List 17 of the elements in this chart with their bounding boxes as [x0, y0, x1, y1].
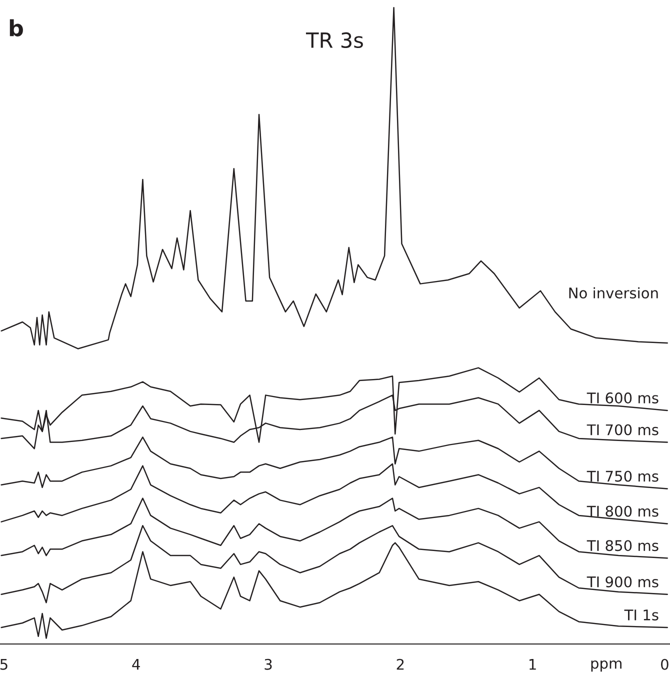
text: TR 3s — [306, 32, 363, 48]
x-tick-label: 3 — [264, 658, 272, 670]
x-axis-title: ppm — [591, 660, 622, 672]
series-label: TI 800 ms — [586, 506, 658, 517]
x-tick-label: 4 — [132, 659, 140, 670]
x-tick-label: 1 — [530, 659, 536, 670]
series-label: TI 900 ms — [586, 576, 658, 588]
series-label: TI 850 ms — [586, 540, 658, 552]
x-tick-label: 2 — [396, 658, 404, 670]
series-label: TI 600 ms — [586, 392, 658, 404]
x-tick-label: 5 — [0, 659, 8, 670]
series-label: No inversion — [569, 287, 658, 299]
series-label: TI 700 ms — [586, 424, 658, 436]
series-label: TI 1s — [624, 610, 658, 620]
x-tick-label: 0 — [661, 658, 668, 670]
annotation: b — [10, 19, 23, 36]
series-label: TI 750 ms — [586, 470, 658, 482]
